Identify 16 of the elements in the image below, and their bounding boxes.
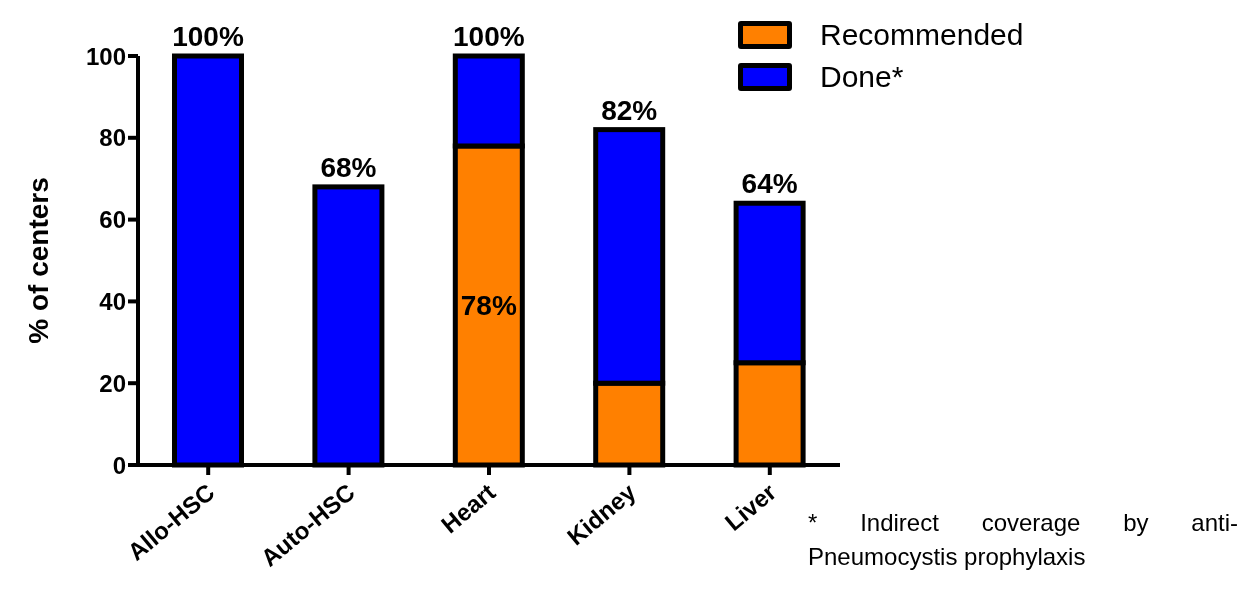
data-label: 78% (460, 290, 517, 322)
legend-label: Recommended (820, 18, 1024, 52)
y-tick-label: 0 (112, 451, 126, 479)
legend-label: Done* (820, 60, 904, 94)
y-tick-label: 60 (99, 206, 126, 234)
y-tick-label: 100 (85, 42, 126, 70)
y-axis-title: % of centers (22, 177, 54, 344)
text: * Indirect coverage by anti-Pneumocystis prophylaxis (808, 508, 1238, 572)
y-tick-label: 40 (99, 287, 126, 315)
total-label: 100% (452, 21, 525, 52)
y-tick-label: 20 (99, 369, 126, 397)
total-label: 100% (172, 21, 244, 52)
total-label: 68% (320, 151, 377, 183)
y-tick-label: 80 (99, 124, 126, 152)
total-label: 82% (601, 94, 658, 126)
total-label: 64% (741, 168, 798, 200)
